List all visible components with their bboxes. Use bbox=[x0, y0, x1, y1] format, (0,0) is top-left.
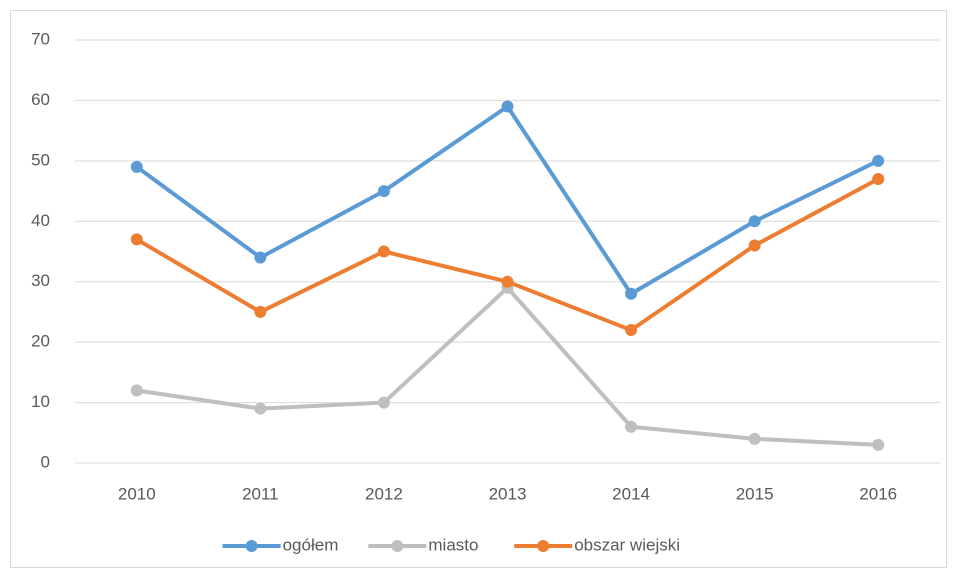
data-point bbox=[377, 396, 390, 409]
data-point bbox=[748, 215, 761, 228]
data-point bbox=[872, 438, 885, 451]
legend-marker bbox=[245, 540, 258, 552]
x-tick-label: 2010 bbox=[118, 484, 156, 503]
data-point bbox=[501, 100, 514, 113]
data-point bbox=[130, 160, 143, 173]
y-tick-label: 40 bbox=[31, 211, 50, 230]
data-point bbox=[625, 420, 638, 433]
data-point bbox=[501, 275, 514, 288]
legend-marker bbox=[391, 540, 404, 552]
legend-label: ogółem bbox=[283, 535, 339, 554]
data-point bbox=[254, 305, 267, 318]
x-tick-label: 2011 bbox=[242, 484, 279, 503]
data-point bbox=[130, 233, 143, 246]
x-tick-label: 2013 bbox=[489, 484, 527, 503]
data-point bbox=[625, 324, 638, 337]
data-point bbox=[130, 384, 143, 397]
data-point bbox=[254, 402, 267, 415]
y-tick-label: 70 bbox=[31, 29, 50, 48]
y-tick-label: 30 bbox=[31, 271, 50, 290]
x-tick-label: 2016 bbox=[859, 484, 897, 503]
data-point bbox=[748, 432, 761, 445]
x-tick-label: 2014 bbox=[612, 484, 650, 503]
y-tick-label: 10 bbox=[31, 392, 50, 411]
x-tick-label: 2015 bbox=[736, 484, 774, 503]
y-tick-label: 0 bbox=[41, 452, 50, 471]
x-tick-label: 2012 bbox=[365, 484, 403, 503]
y-tick-label: 50 bbox=[31, 150, 50, 169]
data-point bbox=[377, 185, 390, 198]
data-point bbox=[872, 172, 885, 185]
data-point bbox=[254, 251, 267, 264]
legend-label: obszar wiejski bbox=[574, 535, 680, 554]
data-point bbox=[872, 154, 885, 167]
data-point bbox=[377, 245, 390, 258]
chart-border bbox=[10, 10, 947, 568]
legend-label: miasto bbox=[428, 535, 478, 554]
data-point bbox=[625, 287, 638, 300]
data-point bbox=[748, 239, 761, 252]
y-tick-label: 20 bbox=[31, 332, 50, 351]
legend-marker bbox=[537, 540, 550, 552]
y-tick-label: 60 bbox=[31, 90, 50, 109]
